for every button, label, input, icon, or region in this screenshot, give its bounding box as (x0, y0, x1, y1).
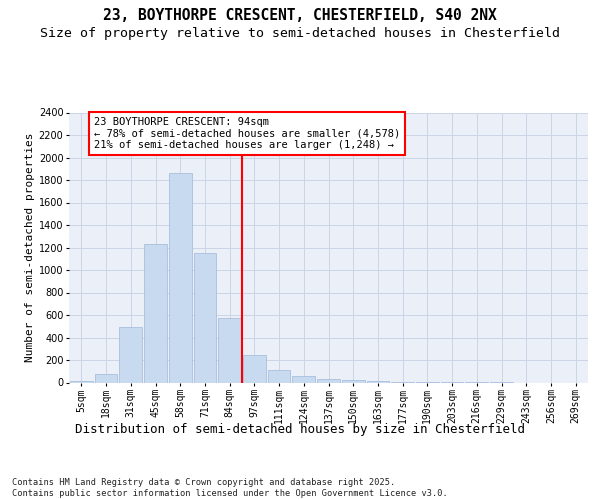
Bar (292, 376, 315, 382)
Bar (144, 244, 167, 382)
Text: Contains HM Land Registry data © Crown copyright and database right 2025.
Contai: Contains HM Land Registry data © Crown c… (12, 478, 448, 498)
Bar (169, 174, 191, 382)
Bar (194, 253, 216, 382)
Bar (95, 374, 118, 382)
Bar (268, 370, 290, 382)
Text: 23, BOYTHORPE CRESCENT, CHESTERFIELD, S40 2NX: 23, BOYTHORPE CRESCENT, CHESTERFIELD, S4… (103, 8, 497, 22)
Bar (119, 328, 142, 382)
Bar (317, 378, 340, 382)
Text: 23 BOYTHORPE CRESCENT: 94sqm
← 78% of semi-detached houses are smaller (4,578)
2: 23 BOYTHORPE CRESCENT: 94sqm ← 78% of se… (94, 117, 400, 150)
Bar (243, 355, 266, 382)
Text: Size of property relative to semi-detached houses in Chesterfield: Size of property relative to semi-detach… (40, 28, 560, 40)
Y-axis label: Number of semi-detached properties: Number of semi-detached properties (25, 132, 35, 362)
Bar (218, 318, 241, 382)
Bar (342, 380, 365, 382)
Text: Distribution of semi-detached houses by size in Chesterfield: Distribution of semi-detached houses by … (75, 422, 525, 436)
